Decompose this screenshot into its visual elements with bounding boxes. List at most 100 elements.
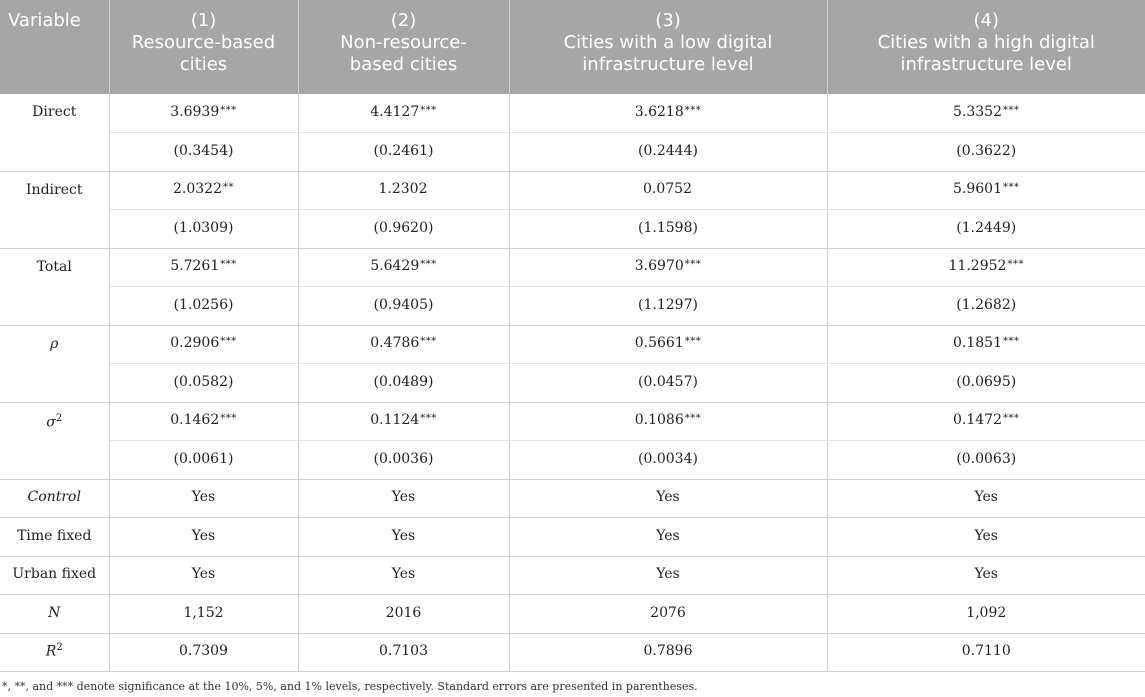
- row-indirect: Indirect 2.0322** 1.2302 0.0752 5.9601**…: [0, 171, 1145, 249]
- row-label-control: Control: [0, 479, 110, 518]
- header-row: Variable (1) Resource-based cities (2) N…: [0, 0, 1145, 94]
- table-footnote: *, **, and *** denote significance at th…: [2, 680, 698, 693]
- cell-control-3: Yes: [509, 479, 828, 518]
- cell-total-3: 3.6970***: [509, 248, 828, 287]
- cell-control-2: Yes: [298, 479, 510, 518]
- row-label-sigma: σ2: [0, 402, 110, 480]
- cell-r2-4: 0.7110: [827, 633, 1145, 672]
- cell-rho-3: 0.5661***: [509, 325, 828, 364]
- cell-rho-se-3: (0.0457): [509, 363, 828, 403]
- cell-rho-se-2: (0.0489): [298, 363, 510, 403]
- cell-n-3: 2076: [509, 594, 828, 634]
- cell-control-1: Yes: [109, 479, 299, 518]
- cell-total-1: 5.7261***: [109, 248, 299, 287]
- header-col-2: (2) Non-resource- based cities: [298, 0, 510, 94]
- cell-direct-se-3: (0.2444): [509, 132, 828, 172]
- cell-sigma-3: 0.1086***: [509, 402, 828, 441]
- cell-time-fixed-2: Yes: [298, 517, 510, 557]
- header-col-4-line1: Cities with a high digital: [877, 32, 1095, 53]
- cell-sigma-se-4: (0.0063): [827, 440, 1145, 480]
- cell-sigma-se-1: (0.0061): [109, 440, 299, 480]
- row-sigma-se: (0.0061) (0.0036) (0.0034) (0.0063): [0, 440, 1145, 480]
- cell-total-2: 5.6429***: [298, 248, 510, 287]
- cell-control-4: Yes: [827, 479, 1145, 518]
- row-label-direct: Direct: [0, 94, 110, 172]
- cell-rho-1: 0.2906***: [109, 325, 299, 364]
- cell-sigma-4: 0.1472***: [827, 402, 1145, 441]
- cell-rho-2: 0.4786***: [298, 325, 510, 364]
- cell-indirect-se-1: (1.0309): [109, 209, 299, 249]
- row-label-r2: R2: [0, 633, 110, 672]
- cell-r2-1: 0.7309: [109, 633, 299, 672]
- row-sigma: σ2 0.1462*** 0.1124*** 0.1086*** 0.1472*…: [0, 402, 1145, 480]
- header-col-1-num: (1): [190, 10, 217, 31]
- cell-urban-fixed-2: Yes: [298, 556, 510, 595]
- cell-indirect-se-4: (1.2449): [827, 209, 1145, 249]
- results-table: Variable (1) Resource-based cities (2) N…: [0, 0, 1145, 672]
- row-urban-fixed: Urban fixed Yes Yes Yes Yes: [0, 556, 1145, 595]
- cell-n-4: 1,092: [827, 594, 1145, 634]
- header-col-2-line1: Non-resource-: [340, 32, 467, 53]
- cell-total-se-3: (1.1297): [509, 286, 828, 326]
- row-label-n: N: [0, 594, 110, 634]
- cell-urban-fixed-3: Yes: [509, 556, 828, 595]
- row-direct: Direct 3.6939*** 4.4127*** 3.6218*** 5.3…: [0, 94, 1145, 172]
- cell-direct-2: 4.4127***: [298, 94, 510, 133]
- cell-urban-fixed-4: Yes: [827, 556, 1145, 595]
- cell-indirect-3: 0.0752: [509, 171, 828, 210]
- header-col-4: (4) Cities with a high digital infrastru…: [827, 0, 1145, 94]
- cell-direct-se-2: (0.2461): [298, 132, 510, 172]
- row-label-indirect: Indirect: [0, 171, 110, 249]
- header-col-3-num: (3): [655, 10, 681, 31]
- cell-urban-fixed-1: Yes: [109, 556, 299, 595]
- cell-direct-3: 3.6218***: [509, 94, 828, 133]
- cell-r2-3: 0.7896: [509, 633, 828, 672]
- row-time-fixed: Time fixed Yes Yes Yes Yes: [0, 517, 1145, 557]
- header-col-2-num: (2): [390, 10, 417, 31]
- header-col-3: (3) Cities with a low digital infrastruc…: [509, 0, 828, 94]
- cell-time-fixed-4: Yes: [827, 517, 1145, 557]
- cell-n-1: 1,152: [109, 594, 299, 634]
- row-label-urban-fixed: Urban fixed: [0, 556, 110, 595]
- cell-rho-se-1: (0.0582): [109, 363, 299, 403]
- header-col-4-line2: infrastructure level: [900, 54, 1072, 75]
- header-variable: Variable: [0, 0, 110, 94]
- header-col-3-line2: infrastructure level: [582, 54, 754, 75]
- header-col-1: (1) Resource-based cities: [109, 0, 299, 94]
- cell-total-se-4: (1.2682): [827, 286, 1145, 326]
- cell-time-fixed-3: Yes: [509, 517, 828, 557]
- cell-direct-se-1: (0.3454): [109, 132, 299, 172]
- row-rho-se: (0.0582) (0.0489) (0.0457) (0.0695): [0, 363, 1145, 403]
- cell-total-4: 11.2952***: [827, 248, 1145, 287]
- header-col-1-line2: cities: [179, 54, 228, 75]
- row-total-se: (1.0256) (0.9405) (1.1297) (1.2682): [0, 286, 1145, 326]
- cell-sigma-se-3: (0.0034): [509, 440, 828, 480]
- row-rho: ρ 0.2906*** 0.4786*** 0.5661*** 0.1851**…: [0, 325, 1145, 403]
- cell-total-se-1: (1.0256): [109, 286, 299, 326]
- cell-sigma-2: 0.1124***: [298, 402, 510, 441]
- cell-time-fixed-1: Yes: [109, 517, 299, 557]
- header-col-3-line1: Cities with a low digital: [563, 32, 773, 53]
- cell-rho-4: 0.1851***: [827, 325, 1145, 364]
- cell-direct-4: 5.3352***: [827, 94, 1145, 133]
- row-indirect-se: (1.0309) (0.9620) (1.1598) (1.2449): [0, 209, 1145, 249]
- cell-r2-2: 0.7103: [298, 633, 510, 672]
- row-r2: R2 0.7309 0.7103 0.7896 0.7110: [0, 633, 1145, 672]
- cell-indirect-2: 1.2302: [298, 171, 510, 210]
- cell-indirect-4: 5.9601***: [827, 171, 1145, 210]
- cell-total-se-2: (0.9405): [298, 286, 510, 326]
- header-col-2-line2: based cities: [349, 54, 458, 75]
- header-col-4-num: (4): [973, 10, 1000, 31]
- cell-direct-se-4: (0.3622): [827, 132, 1145, 172]
- cell-sigma-1: 0.1462***: [109, 402, 299, 441]
- cell-sigma-se-2: (0.0036): [298, 440, 510, 480]
- row-label-total: Total: [0, 248, 110, 326]
- cell-rho-se-4: (0.0695): [827, 363, 1145, 403]
- cell-indirect-se-2: (0.9620): [298, 209, 510, 249]
- row-control: Control Yes Yes Yes Yes: [0, 479, 1145, 518]
- row-direct-se: (0.3454) (0.2461) (0.2444) (0.3622): [0, 132, 1145, 172]
- cell-indirect-1: 2.0322**: [109, 171, 299, 210]
- row-label-rho: ρ: [0, 325, 110, 403]
- cell-n-2: 2016: [298, 594, 510, 634]
- cell-direct-1: 3.6939***: [109, 94, 299, 133]
